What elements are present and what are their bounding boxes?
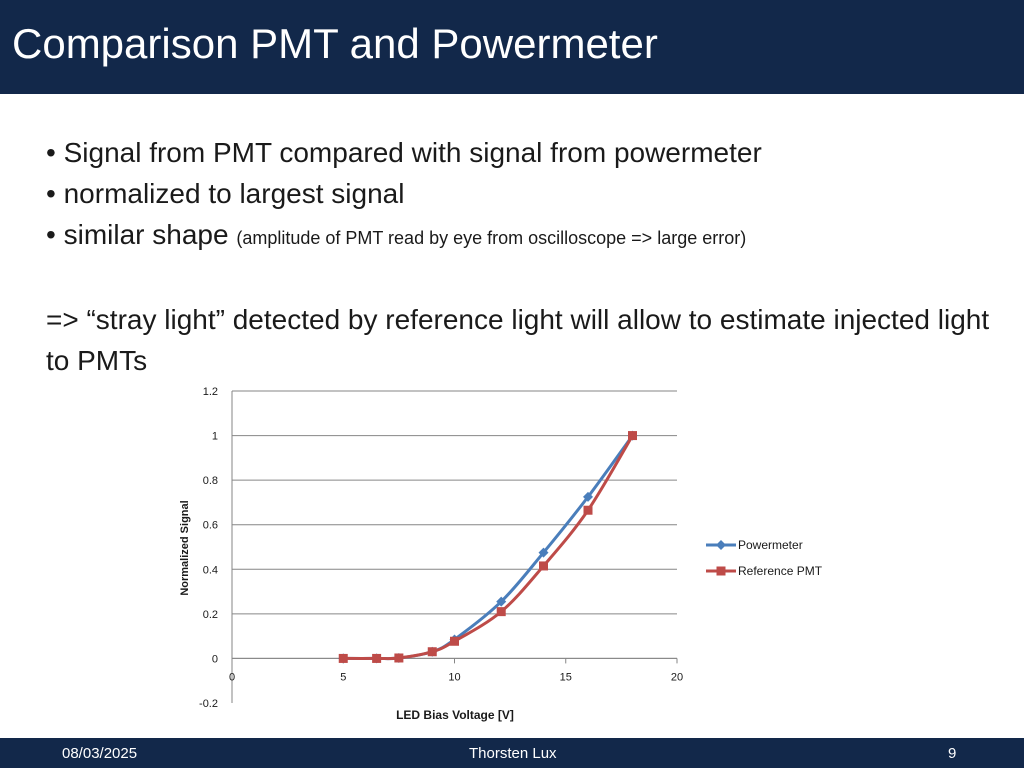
series-reference-pmt — [338, 431, 637, 663]
y-tick-label: -0.2 — [199, 698, 218, 710]
data-point — [427, 647, 437, 657]
legend-marker — [716, 566, 726, 576]
footer-date: 08/03/2025 — [62, 745, 138, 762]
y-tick-label: 1.2 — [203, 386, 218, 398]
data-point — [338, 653, 348, 663]
bullet-text: normalized to largest signal — [63, 178, 405, 209]
footer-page-number: 9 — [948, 745, 957, 762]
x-tick-label: 10 — [448, 671, 460, 683]
data-point — [394, 653, 404, 663]
bullet-item: • normalized to largest signal — [46, 178, 405, 209]
legend-label: Reference PMT — [738, 564, 823, 578]
y-tick-label: 1 — [212, 431, 218, 443]
bullet-text: similar shape — [63, 219, 229, 250]
slide-title: Comparison PMT and Powermeter — [12, 20, 658, 67]
chart-legend: Powermeter Reference PMT — [706, 538, 823, 578]
legend-marker — [716, 540, 726, 550]
slide-content: • Signal from PMT compared with signal f… — [46, 132, 996, 381]
y-tick-label: 0.8 — [203, 475, 218, 487]
y-tick-label: 0.6 — [203, 520, 218, 532]
x-axis-label: LED Bias Voltage [V] — [396, 708, 514, 722]
y-tick-label: 0.2 — [203, 609, 218, 621]
y-axis-label: Normalized Signal — [179, 500, 191, 595]
series-powermeter — [338, 430, 638, 664]
data-point — [583, 491, 593, 502]
footer-bar: 08/03/2025 Thorsten Lux 9 — [0, 738, 1024, 768]
x-tick-label: 20 — [671, 671, 683, 683]
data-point — [539, 561, 548, 571]
x-tick-label: 5 — [340, 671, 346, 683]
legend-label: Powermeter — [738, 538, 803, 552]
series-line — [343, 434, 634, 661]
x-tick-label: 15 — [560, 671, 572, 683]
series-layer — [338, 430, 638, 664]
bullet-note: (amplitude of PMT read by eye from oscil… — [236, 228, 747, 248]
bullet-item: • Signal from PMT compared with signal f… — [46, 137, 762, 168]
bullet-text: Signal from PMT compared with signal fro… — [63, 137, 762, 168]
bullet-item: • similar shape (amplitude of PMT read b… — [46, 219, 747, 250]
footer-author: Thorsten Lux — [469, 745, 557, 762]
axis-ticks: -0.2 0 0.2 0.4 0.6 0.8 1 1.2 0 5 10 15 20 — [199, 386, 683, 710]
series-line — [343, 434, 634, 661]
y-tick-label: 0 — [212, 653, 218, 665]
data-point — [450, 636, 459, 646]
header-bar: Comparison PMT and Powermeter — [0, 0, 1024, 94]
data-point — [538, 547, 549, 558]
conclusion-text: => “stray light” detected by reference l… — [46, 304, 990, 376]
data-point — [583, 505, 593, 515]
line-chart: -0.2 0 0.2 0.4 0.6 0.8 1 1.2 0 5 10 15 20 Normalized… — [179, 386, 823, 722]
x-tick-label: 0 — [229, 671, 235, 683]
data-point — [496, 607, 506, 617]
chart-grid — [232, 390, 677, 659]
data-point — [628, 431, 637, 441]
data-point — [372, 653, 382, 663]
y-tick-label: 0.4 — [203, 564, 218, 576]
data-point — [496, 596, 507, 607]
